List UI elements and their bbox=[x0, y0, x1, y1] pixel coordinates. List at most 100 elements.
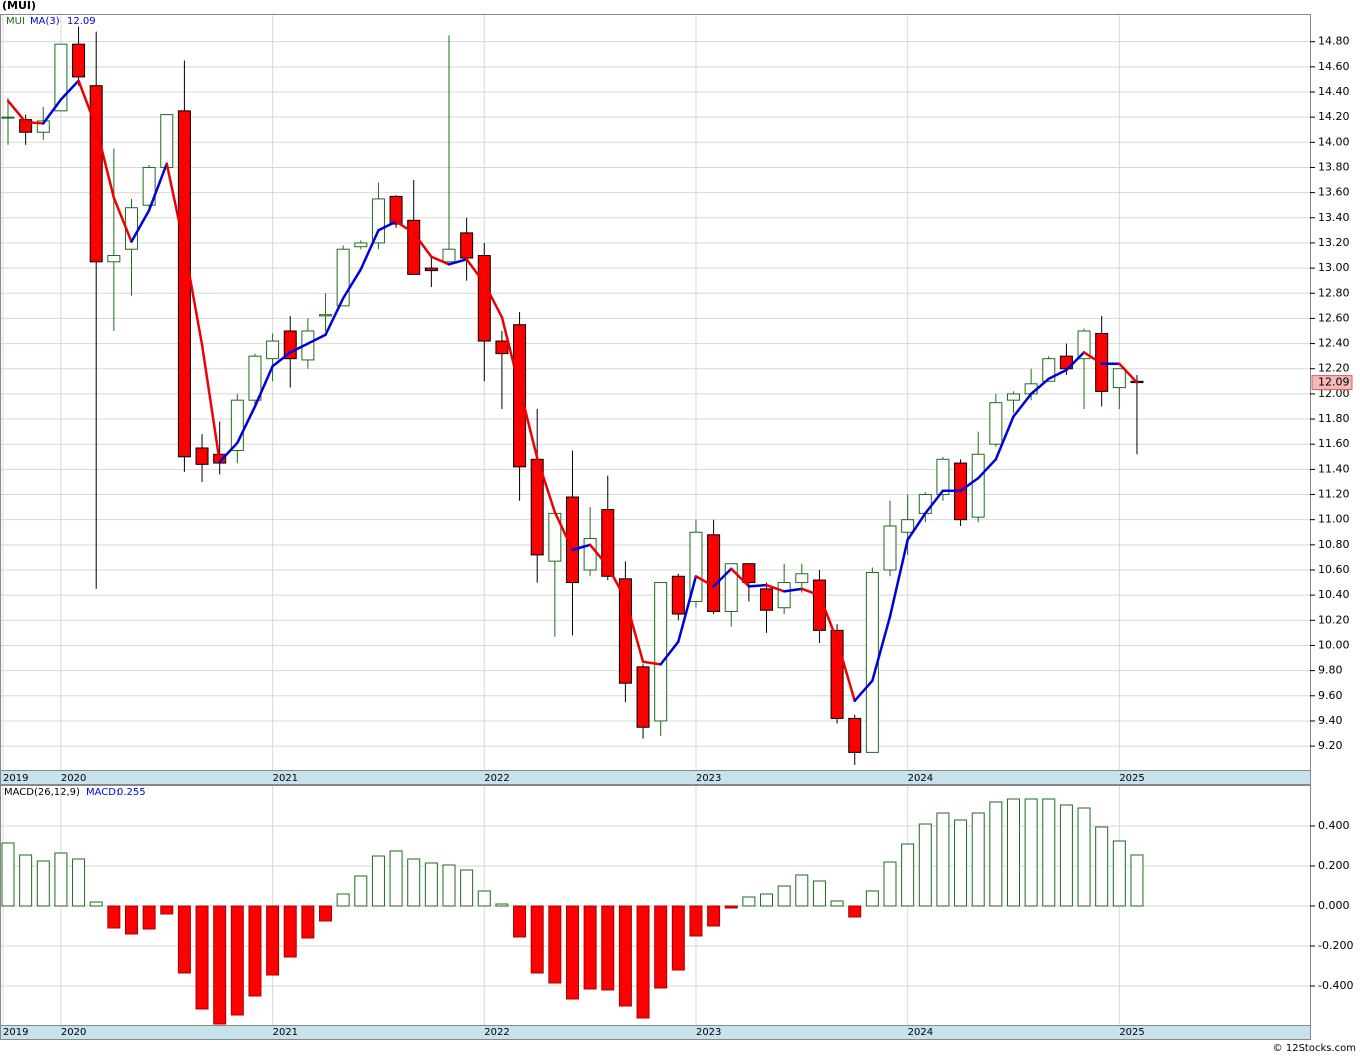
macd-bar bbox=[301, 905, 315, 939]
y-tick-label: 10.60 bbox=[1318, 563, 1350, 576]
macd-bar bbox=[495, 903, 509, 907]
macd-bar bbox=[19, 854, 33, 907]
ma-segment bbox=[94, 125, 116, 199]
ma-segment bbox=[624, 597, 645, 664]
y-tick-label: 9.60 bbox=[1318, 689, 1343, 702]
candle-body bbox=[319, 314, 333, 317]
candle-body bbox=[583, 538, 597, 571]
candle-body bbox=[1006, 393, 1020, 401]
candle-body bbox=[177, 110, 191, 458]
ma-segment bbox=[253, 364, 274, 408]
macd-bar bbox=[918, 823, 932, 907]
candle-body bbox=[601, 509, 615, 577]
candle-body bbox=[618, 578, 632, 684]
date-axis-band bbox=[0, 770, 1311, 785]
candle-body bbox=[812, 579, 826, 631]
ma-segment bbox=[588, 543, 610, 568]
macd-bar bbox=[777, 885, 791, 907]
candle-body bbox=[1112, 368, 1126, 389]
macd-bar bbox=[724, 905, 738, 909]
ma-segment bbox=[271, 351, 292, 368]
candle-body bbox=[513, 324, 527, 468]
x-tick-label: 2023 bbox=[696, 1027, 721, 1038]
ma-segment bbox=[130, 208, 151, 243]
candle-body bbox=[1, 116, 15, 119]
candle-body bbox=[654, 582, 668, 722]
ma-segment bbox=[976, 458, 998, 480]
y-tick-label: 10.80 bbox=[1318, 538, 1350, 551]
macd-bar bbox=[618, 905, 632, 1007]
ma-segment bbox=[6, 99, 27, 124]
macd-bar bbox=[1, 842, 15, 907]
macd-bar bbox=[107, 905, 121, 929]
candle-body bbox=[36, 120, 50, 133]
candle-body bbox=[989, 402, 1003, 445]
macd-bar bbox=[1112, 840, 1126, 907]
macd-bar bbox=[1006, 798, 1020, 907]
macd-bar bbox=[195, 905, 209, 1010]
ma-segment bbox=[430, 255, 451, 266]
macd-bar bbox=[707, 905, 721, 927]
macd-bar bbox=[671, 905, 685, 971]
y-tick-label: 9.40 bbox=[1318, 714, 1343, 727]
y-tick-label: 13.60 bbox=[1318, 186, 1350, 199]
candle-body bbox=[848, 717, 862, 753]
ma-segment bbox=[218, 441, 239, 464]
ma-segment bbox=[112, 196, 133, 243]
macd-bar bbox=[636, 905, 650, 1019]
y-tick-label: 0.000 bbox=[1318, 899, 1350, 912]
macd-bar bbox=[971, 812, 985, 907]
y-tick-label: 13.00 bbox=[1318, 261, 1350, 274]
y-tick-label: 14.60 bbox=[1318, 60, 1350, 73]
y-tick-label: 12.00 bbox=[1318, 387, 1350, 400]
macd-bar bbox=[883, 861, 897, 907]
y-tick-label: -0.200 bbox=[1318, 939, 1353, 952]
y-tick-label: 14.80 bbox=[1318, 35, 1350, 48]
ma-segment bbox=[59, 79, 80, 101]
ma-segment bbox=[765, 583, 786, 593]
ma-segment bbox=[677, 575, 698, 643]
ma-segment bbox=[712, 567, 733, 588]
candle-body bbox=[442, 248, 456, 263]
ma-segment bbox=[394, 220, 415, 235]
ma-segment bbox=[641, 660, 662, 666]
macd-bar bbox=[248, 905, 262, 997]
x-tick-label: 2019 bbox=[3, 773, 28, 784]
macd-bar bbox=[513, 905, 527, 938]
legend-ma: MA(3) bbox=[30, 16, 60, 27]
x-tick-label: 2021 bbox=[273, 773, 298, 784]
macd-bar bbox=[812, 880, 826, 907]
y-tick-label: 10.20 bbox=[1318, 613, 1350, 626]
candle-body bbox=[936, 458, 950, 496]
ma-segment bbox=[571, 543, 592, 552]
x-tick-label: 2023 bbox=[696, 773, 721, 784]
macd-bar bbox=[601, 905, 615, 991]
ma-segment bbox=[341, 268, 363, 300]
candle-body bbox=[89, 85, 103, 263]
last-price: 12.09 bbox=[1318, 376, 1350, 389]
ma-segment bbox=[412, 231, 433, 259]
y-tick-label: 11.20 bbox=[1318, 488, 1350, 501]
candle-body bbox=[636, 666, 650, 728]
candle-body bbox=[72, 43, 86, 78]
y-tick-label: 12.60 bbox=[1318, 311, 1350, 324]
ma-segment bbox=[818, 593, 839, 642]
y-tick-label: 14.40 bbox=[1318, 85, 1350, 98]
macd-bar bbox=[89, 901, 103, 907]
candle-body bbox=[407, 219, 421, 275]
y-tick-label: 11.80 bbox=[1318, 412, 1350, 425]
macd-bar bbox=[213, 905, 227, 1025]
ma-segment bbox=[888, 538, 909, 618]
date-axis-band bbox=[0, 1025, 1311, 1040]
ma-segment bbox=[500, 315, 521, 389]
ma-segment bbox=[553, 510, 574, 552]
macd-bar bbox=[283, 905, 297, 958]
macd-bar bbox=[177, 905, 191, 974]
ma-segment bbox=[1012, 392, 1033, 418]
ma-segment bbox=[924, 489, 945, 515]
last-price-box bbox=[1311, 375, 1353, 391]
y-tick-label: 9.20 bbox=[1318, 739, 1343, 752]
ma-segment bbox=[959, 476, 980, 492]
ma-segment bbox=[377, 220, 398, 232]
